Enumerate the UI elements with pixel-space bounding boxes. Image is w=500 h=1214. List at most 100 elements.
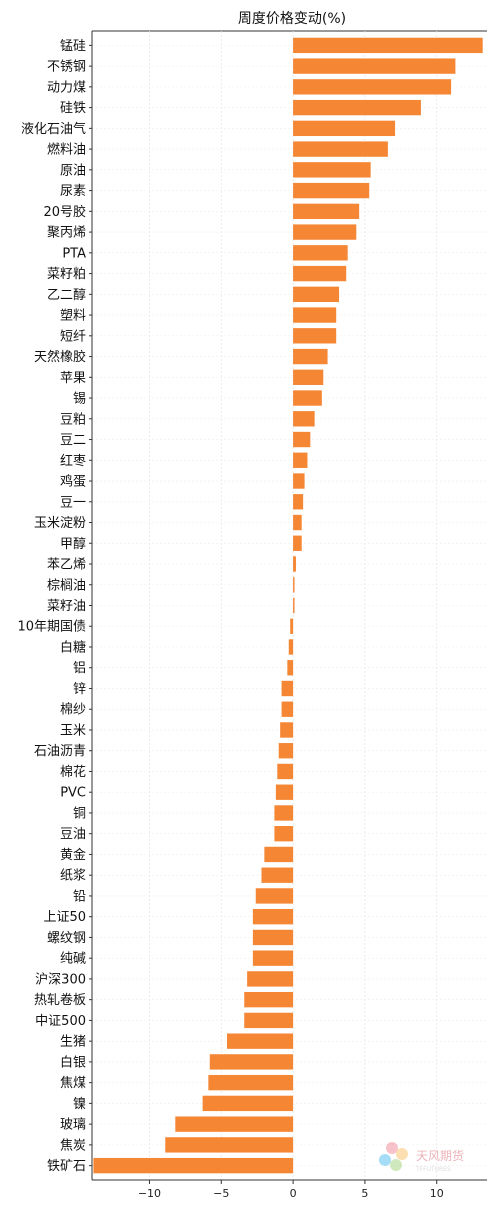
category-label: 镍 [73,1097,86,1112]
bar [255,888,294,904]
bar [281,680,294,697]
category-label: 黄金 [60,847,86,863]
category-label: 鸡蛋 [60,474,86,490]
bar [288,639,294,655]
category-label: 硅铁 [60,101,86,116]
category-label: 不锈钢 [47,60,86,75]
category-label: 玉米 [60,723,86,738]
watermark-logo: 天风期货 TFFUTURES [379,1142,464,1173]
bar [293,348,328,365]
x-tick-label: 10 [430,1187,444,1200]
bar [293,535,302,551]
category-label: 天然橡胶 [34,349,86,365]
category-label: 上证50 [43,910,86,925]
bar [293,245,348,261]
category-label: 锰硅 [60,39,86,54]
category-label: 10年期国债 [17,620,86,635]
bar [293,307,337,323]
bar [244,1012,294,1029]
chart-title: 周度价格变动(%) [238,11,346,27]
bar [293,328,337,344]
category-label: 甲醇 [60,536,86,552]
category-label: 动力煤 [47,80,86,95]
bar [293,58,456,74]
bar [293,99,421,116]
bar [165,1137,294,1153]
category-label: 石油沥青 [34,744,86,759]
category-label: 20号胶 [43,204,86,220]
bar [208,1074,294,1091]
bar [293,556,296,572]
bar [293,265,347,282]
bar [281,701,294,717]
bar [293,494,304,510]
category-label: 焦煤 [60,1076,86,1091]
category-label: 棉花 [60,764,86,780]
gridlines [92,31,487,1180]
x-tick-label: −5 [213,1187,229,1200]
category-label: 锌 [73,682,86,697]
bar [290,618,294,634]
bar [293,452,308,468]
flower-icon [379,1142,408,1171]
bar [261,867,294,883]
category-label: 液化石油气 [21,121,86,137]
x-tick-label: 0 [290,1187,297,1200]
bar [293,597,295,614]
bar [274,826,294,842]
category-label: 生猪 [60,1035,86,1050]
bar [293,120,396,137]
category-label: 纸浆 [60,869,86,884]
category-label: 铝 [73,661,86,676]
category-label: 中证500 [35,1014,86,1029]
category-label: 塑料 [60,309,86,324]
bar [252,950,294,966]
x-tick-label: 5 [361,1187,368,1200]
category-label: 玉米淀粉 [34,516,86,531]
bar [264,846,294,863]
bars [93,37,483,1174]
category-label: 短纤 [60,329,86,344]
category-label: 乙二醇 [47,287,86,303]
bar [293,79,452,95]
category-label: 白糖 [60,639,86,655]
category-label: 沪深300 [35,971,86,987]
category-label: 铜 [73,806,86,821]
bar [175,1116,294,1132]
bar [293,141,388,157]
bar [293,577,295,593]
bar [209,1054,294,1070]
category-label: 豆油 [60,827,86,842]
category-label: 热轧卷板 [34,992,86,1008]
category-label: 铅 [73,889,86,904]
bar [247,971,294,987]
category-label: 苹果 [60,371,86,386]
category-label: 棉纱 [60,703,86,718]
category-label: 苯乙烯 [47,558,86,573]
category-label: 燃料油 [47,142,86,158]
x-tick-label: −10 [138,1187,161,1200]
bar [293,182,370,199]
bar [274,805,294,821]
bar [293,514,302,531]
bar [202,1095,294,1112]
bar [275,784,294,800]
category-label: 白银 [60,1054,86,1070]
category-label: 原油 [60,163,86,178]
bar [293,390,322,406]
bar [293,473,305,489]
bar [280,722,294,738]
bar [293,411,315,427]
bar [252,909,294,925]
bar [277,763,294,780]
bar [287,660,294,676]
category-label: 聚丙烯 [47,226,86,241]
category-label: 豆二 [60,433,86,448]
category-label: 红枣 [60,453,86,469]
bar [252,929,294,946]
category-label: 铁矿石 [47,1159,86,1174]
category-label: 玻璃 [60,1118,86,1133]
category-label: 菜籽油 [47,599,86,614]
